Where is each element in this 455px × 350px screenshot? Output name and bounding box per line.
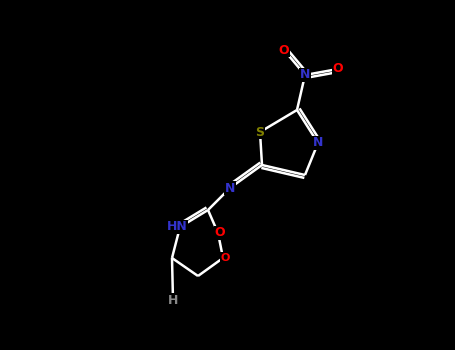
- Text: O: O: [215, 226, 225, 239]
- Text: H: H: [168, 294, 178, 307]
- Text: O: O: [220, 253, 230, 263]
- Text: O: O: [333, 63, 344, 76]
- Text: N: N: [300, 69, 310, 82]
- Text: HN: HN: [167, 220, 187, 233]
- Text: N: N: [313, 136, 323, 149]
- Text: S: S: [256, 126, 264, 139]
- Text: N: N: [225, 182, 235, 195]
- Text: O: O: [278, 43, 289, 56]
